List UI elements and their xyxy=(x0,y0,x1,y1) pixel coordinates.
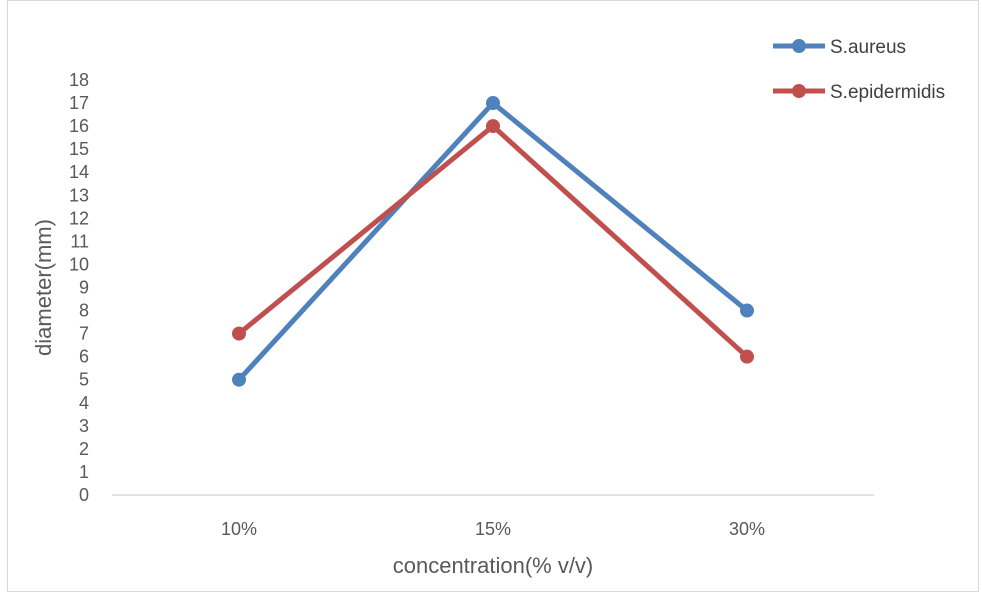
data-point xyxy=(486,119,500,134)
y-tick-label: 11 xyxy=(70,231,89,251)
y-tick-label: 10 xyxy=(69,254,89,274)
y-tick-label: 7 xyxy=(79,324,89,344)
legend-item: S.aureus xyxy=(773,37,906,58)
legend-marker xyxy=(792,39,806,53)
x-tick-label: 30% xyxy=(729,519,765,539)
data-point xyxy=(486,96,500,111)
data-point xyxy=(740,303,754,318)
legend-label: S.aureus xyxy=(830,37,906,58)
y-tick-label: 17 xyxy=(69,93,89,113)
y-tick-label: 15 xyxy=(69,139,89,159)
x-axis-title: concentration(% v/v) xyxy=(393,553,594,578)
series-s-epidermidis xyxy=(232,119,754,364)
x-tick-label: 10% xyxy=(221,519,257,539)
x-tick-label: 15% xyxy=(475,519,511,539)
y-tick-label: 13 xyxy=(69,185,89,205)
y-tick-label: 5 xyxy=(79,370,89,390)
legend: S.aureus S.epidermidis xyxy=(773,37,945,103)
y-tick-label: 1 xyxy=(79,462,89,482)
data-point xyxy=(232,372,246,387)
y-tick-label: 8 xyxy=(79,301,89,321)
y-tick-label: 16 xyxy=(69,116,89,136)
series-s-aureus xyxy=(232,96,754,387)
y-tick-label: 6 xyxy=(79,347,89,367)
data-point xyxy=(232,326,246,341)
data-point xyxy=(740,349,754,364)
y-tick-label: 4 xyxy=(79,393,89,413)
series-line xyxy=(236,100,750,383)
legend-marker xyxy=(792,84,806,98)
y-tick-label: 3 xyxy=(79,416,89,436)
legend-item: S.epidermidis xyxy=(773,82,945,103)
y-tick-label: 12 xyxy=(69,208,89,228)
series-line xyxy=(236,123,750,360)
y-tick-label: 18 xyxy=(69,70,89,90)
series-group xyxy=(232,96,754,387)
x-axis-ticks: 10% 15% 30% xyxy=(221,519,765,539)
legend-label: S.epidermidis xyxy=(830,82,945,103)
y-tick-label: 2 xyxy=(79,439,89,459)
y-tick-label: 0 xyxy=(79,485,89,505)
y-axis-title: diameter(mm) xyxy=(31,219,56,356)
y-tick-label: 14 xyxy=(69,162,89,182)
y-tick-label: 9 xyxy=(79,278,89,298)
